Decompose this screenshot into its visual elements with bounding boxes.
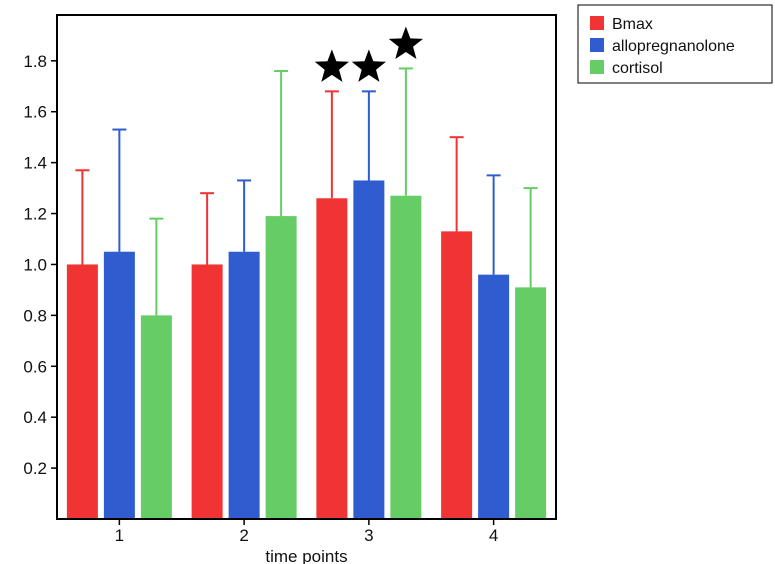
y-tick-label: 1.4 bbox=[23, 154, 47, 173]
bar bbox=[515, 287, 547, 519]
y-tick-label: 0.4 bbox=[23, 408, 47, 427]
y-tick-label: 0.8 bbox=[23, 306, 47, 325]
bar bbox=[191, 264, 223, 519]
y-tick-label: 1.6 bbox=[23, 103, 47, 122]
bar bbox=[265, 216, 297, 519]
bar bbox=[66, 264, 98, 519]
legend: Bmax allopregnanolone cortisol bbox=[577, 4, 773, 84]
x-tick-label: 2 bbox=[239, 526, 248, 545]
bar bbox=[390, 195, 422, 519]
y-tick-label: 0.2 bbox=[23, 459, 47, 478]
legend-box bbox=[577, 4, 773, 84]
bar bbox=[103, 251, 135, 519]
bar bbox=[353, 180, 385, 520]
x-tick-label: 3 bbox=[364, 526, 373, 545]
bar bbox=[478, 274, 510, 519]
y-tick-label: 0.6 bbox=[23, 357, 47, 376]
legend-label: cortisol bbox=[612, 60, 663, 77]
legend-swatch bbox=[590, 38, 604, 52]
significance-star-icon bbox=[388, 26, 423, 60]
bars-layer bbox=[66, 180, 547, 520]
bar bbox=[228, 251, 260, 519]
bar bbox=[316, 198, 348, 520]
error-bars-layer bbox=[75, 67, 538, 316]
significance-star-icon bbox=[314, 49, 349, 82]
legend-swatch bbox=[590, 60, 604, 74]
significance-markers bbox=[314, 26, 423, 82]
bar bbox=[441, 231, 473, 519]
y-axis: 0.2 0.4 0.6 0.8 1.0 1.2 1.4 1.6 1.8 bbox=[23, 52, 57, 478]
y-tick-label: 1.2 bbox=[23, 205, 47, 224]
y-tick-label: 1.0 bbox=[23, 255, 47, 274]
legend-label: Bmax bbox=[612, 16, 653, 33]
x-tick-label: 1 bbox=[115, 526, 124, 545]
bar bbox=[140, 315, 172, 519]
y-tick-label: 1.8 bbox=[23, 52, 47, 71]
x-axis: 1 2 3 4 bbox=[115, 519, 498, 545]
legend-swatch bbox=[590, 16, 604, 30]
significance-star-icon bbox=[351, 49, 386, 82]
legend-label: allopregnanolone bbox=[612, 38, 735, 55]
plot-frame bbox=[56, 14, 557, 520]
x-tick-label: 4 bbox=[489, 526, 498, 545]
x-axis-title: time points bbox=[265, 547, 347, 564]
